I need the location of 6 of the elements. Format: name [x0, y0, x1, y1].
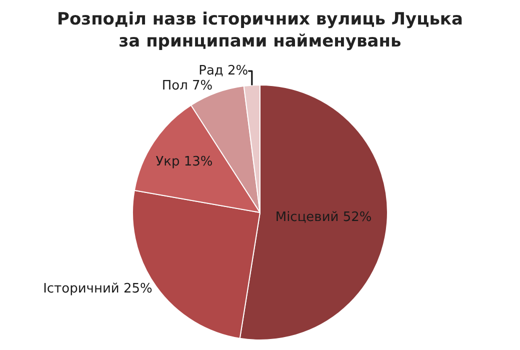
- slice-label: Пол 7%: [162, 78, 213, 94]
- slice-label: Місцевий 52%: [275, 210, 372, 226]
- slice-label: Рад 2%: [198, 64, 248, 79]
- slice-label: Історичний 25%: [43, 281, 152, 296]
- chart-title: Розподіл назв історичних вулиць Луцька за принципами найменувань: [57, 10, 463, 52]
- slice-label: Укр 13%: [156, 154, 213, 170]
